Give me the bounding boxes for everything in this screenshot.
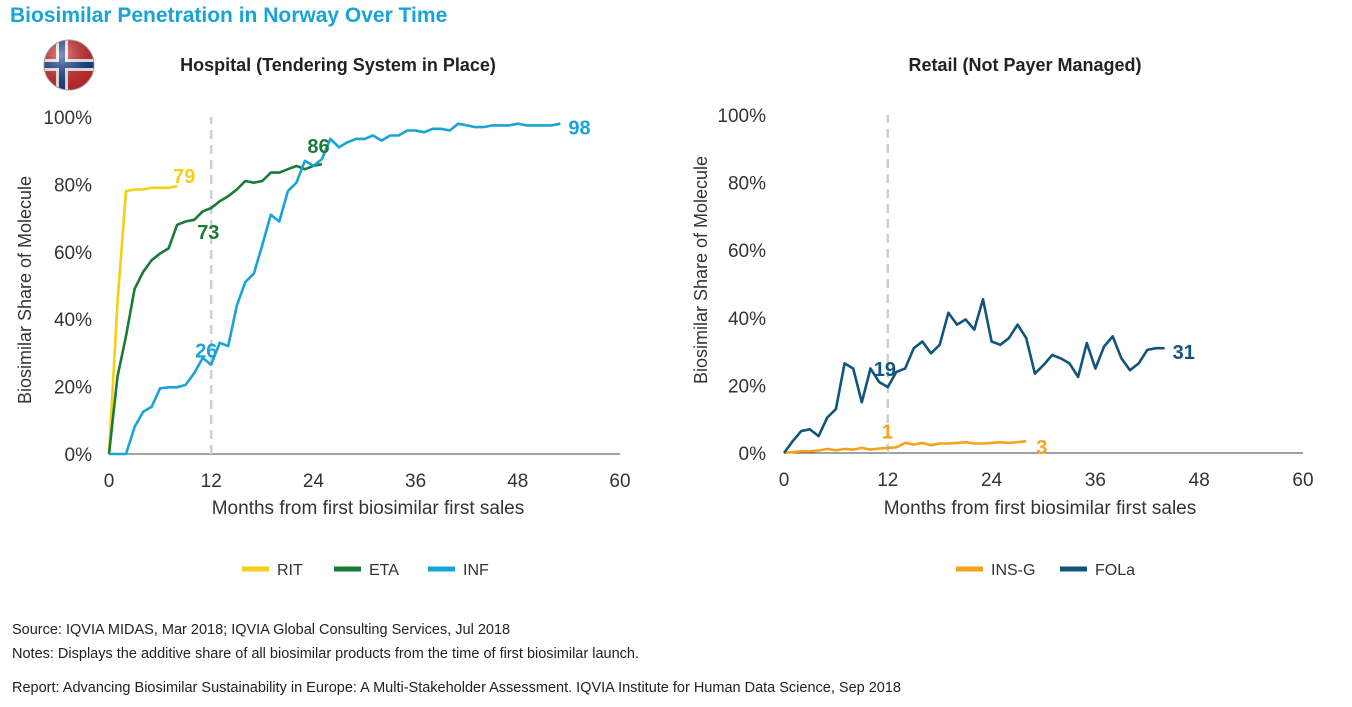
- data-label-fola: 31: [1173, 342, 1195, 364]
- y-tick-label: 0%: [739, 444, 767, 465]
- y-tick-label: 0%: [65, 445, 93, 466]
- legend-label-fola: FOLa: [1095, 562, 1135, 579]
- y-tick-label: 60%: [54, 243, 92, 264]
- data-label-fola: 19: [874, 359, 896, 381]
- x-tick-label: 12: [877, 470, 898, 491]
- y-tick-label: 100%: [717, 106, 766, 127]
- chart-title: Retail (Not Payer Managed): [908, 55, 1141, 75]
- source-note: Source: IQVIA MIDAS, Mar 2018; IQVIA Glo…: [12, 622, 511, 638]
- data-label-rit: 79: [173, 166, 195, 188]
- legend-label-eta: ETA: [369, 562, 399, 579]
- y-axis-label: Biosimilar Share of Molecule: [15, 176, 35, 404]
- notes-text: Notes: Displays the additive share of al…: [12, 646, 639, 662]
- x-tick-label: 0: [779, 470, 790, 491]
- series-line-rit: [107, 184, 178, 455]
- data-label-ins-g: 3: [1036, 437, 1047, 459]
- x-tick-label: 12: [201, 471, 222, 492]
- data-label-eta: 73: [197, 222, 219, 244]
- data-label-eta: 86: [307, 136, 329, 158]
- y-tick-label: 80%: [728, 174, 766, 195]
- y-tick-label: 40%: [728, 309, 766, 330]
- page-title: Biosimilar Penetration in Norway Over Ti…: [10, 4, 448, 27]
- x-tick-label: 48: [1189, 470, 1210, 491]
- legend-label-inf: INF: [463, 562, 489, 579]
- hospital-chart: Hospital (Tendering System in Place) Bio…: [15, 55, 631, 579]
- x-axis-label: Months from first biosimilar first sales: [212, 498, 525, 519]
- y-tick-label: 60%: [728, 241, 766, 262]
- y-tick-label: 100%: [43, 108, 92, 129]
- norway-flag-icon: [43, 39, 95, 91]
- x-axis-label: Months from first biosimilar first sales: [884, 498, 1197, 519]
- data-label-ins-g: 1: [882, 422, 893, 444]
- series-line-inf: [109, 122, 561, 456]
- y-axis-label: Biosimilar Share of Molecule: [691, 156, 711, 384]
- legend-label-rit: RIT: [277, 562, 303, 579]
- x-tick-label: 48: [507, 471, 528, 492]
- retail-chart: Retail (Not Payer Managed) Biosimilar Sh…: [691, 55, 1314, 579]
- x-tick-label: 0: [104, 471, 115, 492]
- series-line-fola: [782, 297, 1165, 454]
- x-tick-label: 36: [1085, 470, 1106, 491]
- y-tick-label: 80%: [54, 175, 92, 196]
- data-label-inf: 98: [568, 118, 590, 140]
- series-line-eta: [107, 162, 323, 455]
- y-tick-label: 20%: [54, 378, 92, 399]
- series-line-ins-g: [783, 439, 1027, 455]
- x-tick-label: 24: [303, 471, 325, 492]
- chart-title: Hospital (Tendering System in Place): [180, 55, 496, 75]
- x-tick-label: 36: [405, 471, 426, 492]
- y-tick-label: 20%: [728, 376, 766, 397]
- data-label-inf: 26: [195, 340, 217, 362]
- y-tick-label: 40%: [54, 310, 92, 331]
- report-citation: Report: Advancing Biosimilar Sustainabil…: [12, 680, 901, 696]
- legend-label-ins-g: INS-G: [991, 562, 1035, 579]
- x-tick-label: 24: [981, 470, 1003, 491]
- x-tick-label: 60: [1292, 470, 1313, 491]
- x-tick-label: 60: [609, 471, 630, 492]
